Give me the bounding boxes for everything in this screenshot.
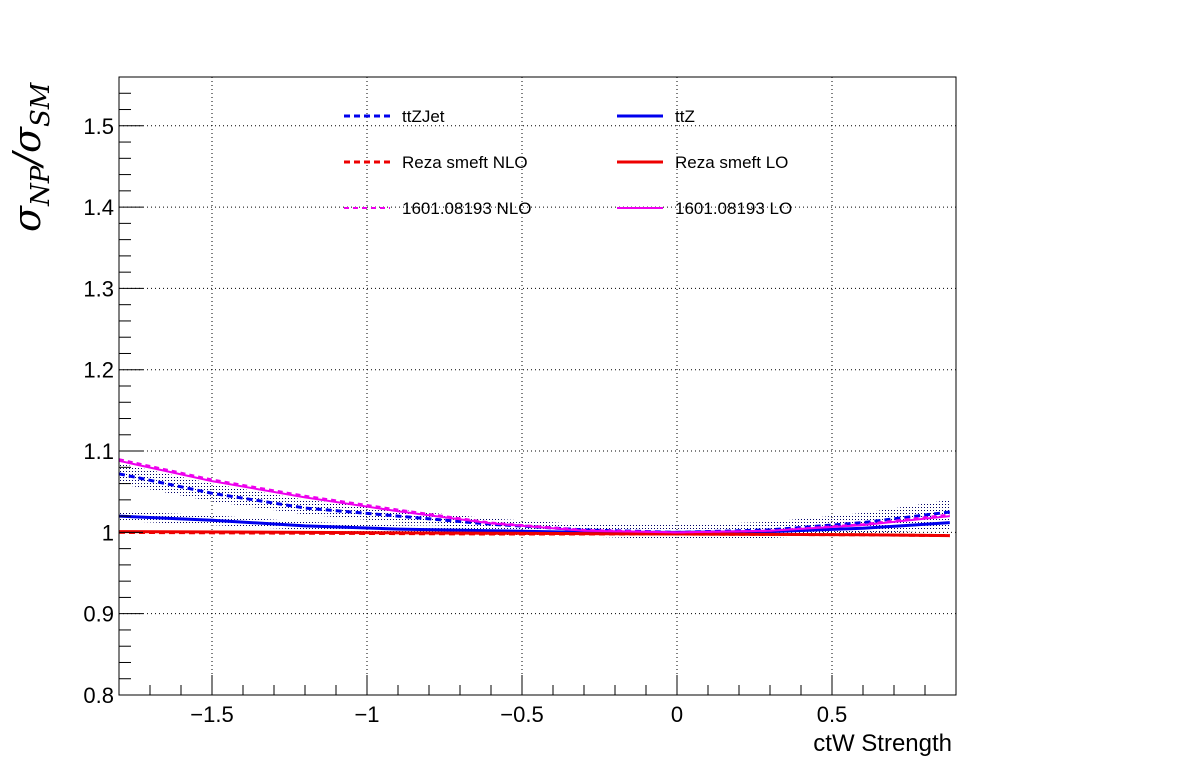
y-axis-symbol-den: σ xyxy=(5,126,49,153)
x-tick-label: −0.5 xyxy=(500,702,543,727)
y-tick-label: 0.9 xyxy=(83,602,114,627)
x-axis-title: ctW Strength xyxy=(813,730,952,757)
x-tick-label: 0 xyxy=(671,702,683,727)
y-axis-slash: / xyxy=(5,150,49,170)
svg-text:σNP/σSM: σNP/σSM xyxy=(5,81,56,232)
series-line-1601-08193-lo xyxy=(119,459,950,534)
legend-entry: Reza smeft NLO xyxy=(344,153,528,172)
y-tick-label: 1.5 xyxy=(83,114,114,139)
series-line-reza-smeft-lo xyxy=(119,530,950,538)
series-line-ttz xyxy=(119,514,950,534)
y-tick-label: 1.3 xyxy=(83,276,114,301)
y-tick-label: 1 xyxy=(102,520,114,545)
legend-entry: Reza smeft LO xyxy=(617,153,788,172)
legend-label: 1601.08193 NLO xyxy=(402,199,532,218)
y-axis-subscript-num: NP xyxy=(26,165,56,207)
y-tick-label: 1.2 xyxy=(83,358,114,383)
x-tick-label: 0.5 xyxy=(817,702,848,727)
x-tick-label: −1 xyxy=(354,702,379,727)
axis-ticks xyxy=(118,76,957,696)
legend-entry: 1601.08193 NLO xyxy=(344,199,532,218)
legend-entry: ttZJet xyxy=(344,107,445,126)
y-tick-label: 1.4 xyxy=(83,195,114,220)
y-tick-label: 1.1 xyxy=(83,439,114,464)
legend-label: Reza smeft LO xyxy=(675,153,788,172)
legend-label: ttZJet xyxy=(402,107,445,126)
y-axis-symbol-num: σ xyxy=(5,205,49,232)
x-tick-label: −1.5 xyxy=(190,702,233,727)
legend-entry: ttZ xyxy=(617,107,695,126)
legend-entry: 1601.08193 LO xyxy=(617,199,792,218)
legend: ttZJet ttZ Reza smeft NLO Reza smeft LO 1601… xyxy=(344,107,792,218)
tick-labels: −1.5 −1 −0.5 0 0.5 0.8 0.9 1 1.1 1.2 1.3 1.4 1.5 xyxy=(83,114,847,727)
series-lines xyxy=(119,458,950,538)
y-axis-subscript-den: SM xyxy=(26,81,56,127)
y-axis-title: σNP/σSM xyxy=(5,81,56,232)
legend-label: Reza smeft NLO xyxy=(402,153,528,172)
legend-label: ttZ xyxy=(675,107,695,126)
y-tick-label: 0.8 xyxy=(83,683,114,708)
legend-label: 1601.08193 LO xyxy=(675,199,792,218)
grid-lines xyxy=(119,77,956,696)
